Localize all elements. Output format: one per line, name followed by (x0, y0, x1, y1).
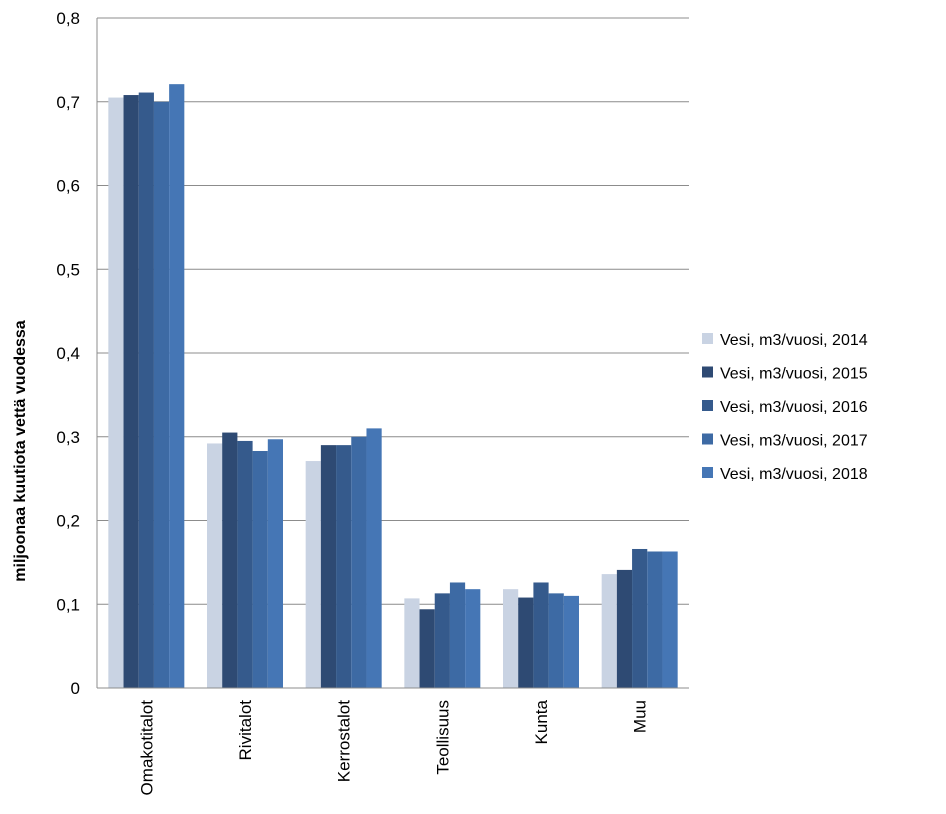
bar (108, 97, 124, 688)
legend-label: Vesi, m3/vuosi, 2016 (720, 399, 868, 416)
bar (351, 436, 367, 688)
y-tick-labels: 0 0,1 0,2 0,3 0,4 0,5 0,6 0,7 0,8 (56, 9, 80, 698)
bar (533, 582, 549, 688)
y-tick-label: 0,3 (56, 428, 80, 447)
x-tick-label: Omakotitalot (137, 700, 156, 796)
x-tick-labels: Omakotitalot Rivitalot Kerrostalot Teollisu… (137, 699, 649, 795)
bar (548, 593, 564, 688)
bar (616, 569, 633, 688)
bar (404, 598, 420, 688)
bar (237, 440, 253, 688)
x-tick-label: Rivitalot (236, 700, 255, 761)
legend-label: Vesi, m3/vuosi, 2014 (720, 332, 868, 349)
legend-label: Vesi, m3/vuosi, 2015 (720, 366, 868, 383)
bar (138, 92, 154, 689)
bar (518, 597, 534, 688)
bar (123, 95, 139, 689)
y-tick-label: 0,4 (56, 344, 80, 363)
bar (336, 445, 352, 688)
legend-label: Vesi, m3/vuosi, 2017 (720, 433, 868, 450)
legend-swatch (702, 433, 713, 445)
y-tick-label: 0,8 (56, 9, 80, 28)
bar (632, 548, 648, 688)
gridlines (97, 17, 689, 605)
bar (647, 551, 663, 688)
y-axis-title: miljoonaa kuutiota vettä vuodessa (12, 320, 29, 582)
bar (252, 450, 268, 688)
bar (419, 609, 435, 688)
bar (601, 574, 617, 688)
bar (366, 428, 382, 688)
legend: Vesi, m3/vuosi, 2014 Vesi, m3/vuosi, 2015… (702, 332, 868, 483)
y-tick-label: 0 (71, 679, 80, 698)
y-tick-label: 0,5 (56, 260, 80, 279)
bar (662, 551, 678, 688)
x-tick-label: Kerrostalot (335, 700, 354, 782)
bar (465, 589, 481, 688)
bar (503, 589, 519, 688)
bar (267, 439, 283, 688)
legend-swatch (702, 333, 713, 344)
bar (207, 443, 223, 688)
y-tick-label: 0,1 (56, 595, 80, 614)
bar (305, 461, 321, 688)
bar (153, 101, 170, 688)
legend-swatch (702, 467, 713, 478)
bar (222, 432, 238, 688)
bar (169, 84, 185, 688)
bars (108, 84, 678, 689)
x-tick-label: Kunta (532, 699, 551, 744)
bar (563, 595, 579, 689)
y-tick-label: 0,6 (56, 177, 80, 196)
legend-label: Vesi, m3/vuosi, 2018 (720, 466, 868, 483)
bar (434, 593, 450, 688)
x-tick-label: Muu (631, 700, 650, 733)
legend-swatch (702, 400, 713, 411)
y-tick-label: 0,7 (56, 93, 80, 112)
y-tick-label: 0,2 (56, 512, 80, 531)
bar (320, 445, 337, 688)
legend-swatch (702, 366, 713, 378)
x-tick-label: Teollisuus (433, 700, 452, 775)
bar (449, 582, 466, 688)
